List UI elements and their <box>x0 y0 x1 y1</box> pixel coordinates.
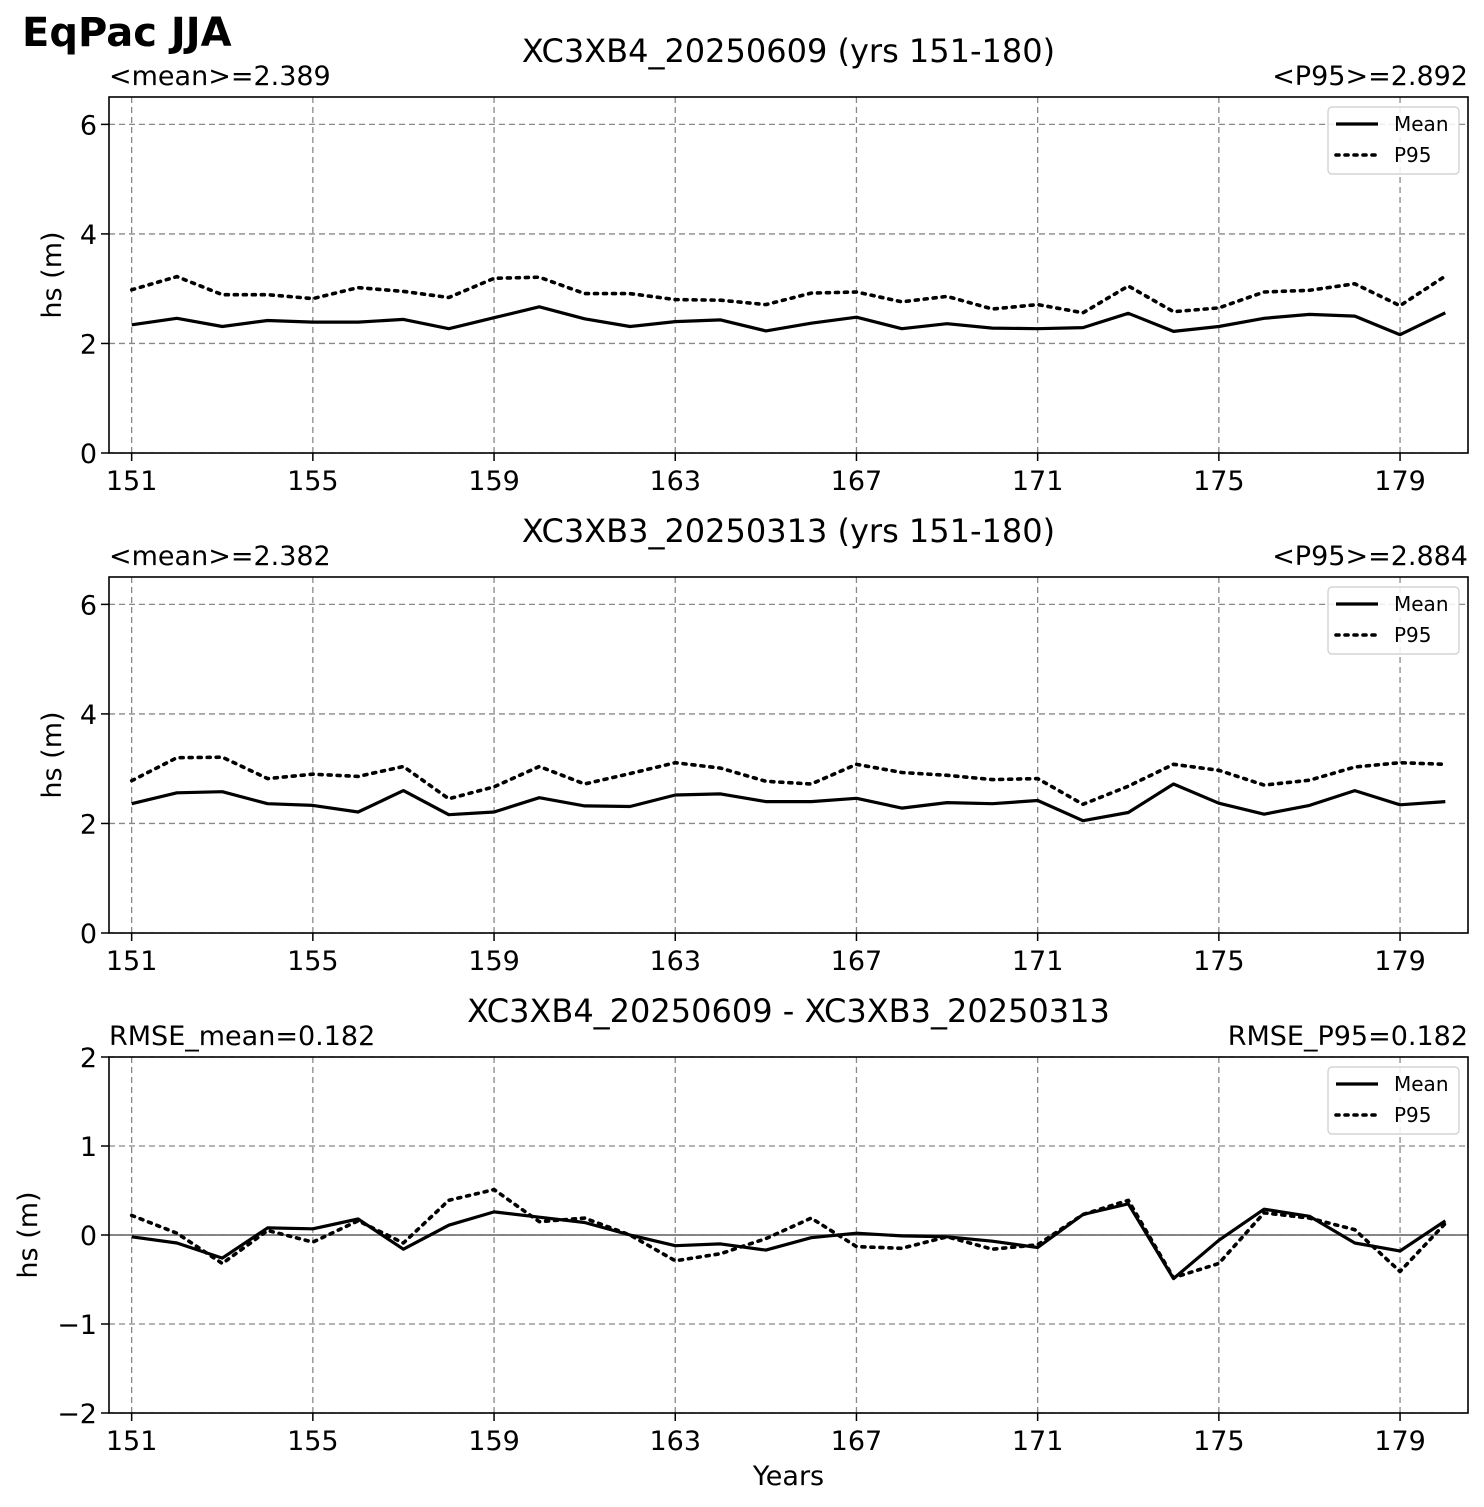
legend: Mean P95 <box>1327 1066 1460 1135</box>
x-tick-label: 155 <box>287 946 339 977</box>
x-tick-label: 163 <box>649 466 701 497</box>
legend-label: Mean <box>1394 1072 1449 1096</box>
y-tick-label: −2 <box>57 1399 97 1430</box>
panel-3: XC3XB4_20250609 - XC3XB3_20250313 RMSE_me… <box>13 992 1469 1492</box>
x-tick-label: 163 <box>649 946 701 977</box>
legend: Mean P95 <box>1327 586 1460 655</box>
y-tick-label: 4 <box>80 220 97 251</box>
y-tick-label: 0 <box>80 919 97 950</box>
x-tick-label: 151 <box>106 1426 158 1457</box>
x-tick-label: 159 <box>468 946 520 977</box>
y-tick-label: 2 <box>80 329 97 360</box>
series-line-p95 <box>129 1187 1448 1280</box>
x-tick-label: 179 <box>1374 946 1426 977</box>
x-tick-label: 171 <box>1012 466 1064 497</box>
x-tick-label: 151 <box>106 946 158 977</box>
panel-2: XC3XB3_20250313 (yrs 151-180) <mean>=2.38… <box>37 512 1469 977</box>
legend-label: P95 <box>1394 1103 1432 1127</box>
y-axis-label: hs (m) <box>13 1191 44 1278</box>
x-tick-label: 167 <box>831 466 883 497</box>
series-line-mean <box>131 305 1446 337</box>
right-annotation: <P95>=2.884 <box>1272 541 1468 572</box>
x-tick-label: 151 <box>106 466 158 497</box>
x-tick-label: 159 <box>468 466 520 497</box>
right-annotation: <P95>=2.892 <box>1272 61 1468 92</box>
plot-frame <box>108 576 1469 934</box>
x-tick-label: 171 <box>1012 1426 1064 1457</box>
x-tick-label: 171 <box>1012 946 1064 977</box>
y-tick-label: 2 <box>80 809 97 840</box>
legend-label: Mean <box>1394 592 1449 616</box>
legend-label: P95 <box>1394 143 1432 167</box>
x-tick-label: 179 <box>1374 466 1426 497</box>
left-annotation: RMSE_mean=0.182 <box>109 1021 375 1052</box>
y-tick-label: 0 <box>80 1221 97 1252</box>
series-line-mean <box>131 782 1446 823</box>
plot-frame <box>108 1056 1469 1414</box>
y-tick-label: −1 <box>57 1310 97 1341</box>
x-tick-label: 175 <box>1193 1426 1245 1457</box>
figure-title: EqPac JJA <box>22 10 232 56</box>
x-tick-label: 167 <box>831 946 883 977</box>
y-tick-label: 1 <box>80 1132 97 1163</box>
legend-label: P95 <box>1394 623 1432 647</box>
y-axis-label: hs (m) <box>37 231 68 318</box>
right-annotation: RMSE_P95=0.182 <box>1228 1021 1468 1052</box>
series-line-mean <box>131 1202 1447 1281</box>
x-tick-label: 167 <box>831 1426 883 1457</box>
panel-1: XC3XB4_20250609 (yrs 151-180) <mean>=2.38… <box>37 32 1469 497</box>
x-tick-label: 163 <box>649 1426 701 1457</box>
y-tick-label: 6 <box>80 590 97 621</box>
y-tick-label: 6 <box>80 110 97 141</box>
plot-frame <box>108 96 1469 454</box>
panel-title: XC3XB3_20250313 (yrs 151-180) <box>522 512 1055 550</box>
x-tick-label: 155 <box>287 1426 339 1457</box>
x-tick-label: 155 <box>287 466 339 497</box>
y-tick-label: 0 <box>80 439 97 470</box>
y-tick-label: 4 <box>80 700 97 731</box>
x-tick-label: 175 <box>1193 946 1245 977</box>
x-tick-label: 179 <box>1374 1426 1426 1457</box>
series-line-p95 <box>129 274 1448 315</box>
left-annotation: <mean>=2.389 <box>109 61 331 92</box>
panel-title: XC3XB4_20250609 (yrs 151-180) <box>522 32 1055 70</box>
x-tick-label: 175 <box>1193 466 1245 497</box>
x-tick-label: 159 <box>468 1426 520 1457</box>
x-axis-label: Years <box>752 1461 824 1492</box>
series-line-p95 <box>129 755 1448 807</box>
panel-title: XC3XB4_20250609 - XC3XB3_20250313 <box>467 992 1110 1030</box>
y-axis-label: hs (m) <box>37 711 68 798</box>
legend-label: Mean <box>1394 112 1449 136</box>
y-tick-label: 2 <box>80 1043 97 1074</box>
legend: Mean P95 <box>1327 106 1460 175</box>
left-annotation: <mean>=2.382 <box>109 541 331 572</box>
